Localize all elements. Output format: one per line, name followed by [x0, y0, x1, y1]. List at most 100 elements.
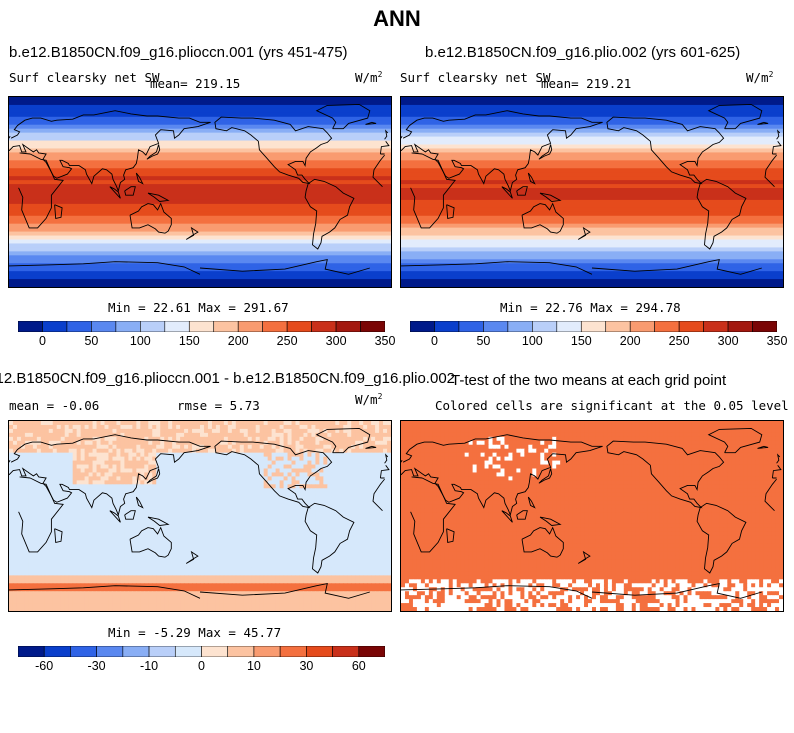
- field-cell: [16, 468, 22, 473]
- field-cell: [132, 599, 137, 604]
- field-cell: [263, 488, 269, 493]
- field-cell: [124, 607, 129, 611]
- field-cell: [247, 500, 253, 505]
- field-cell: [92, 527, 98, 533]
- field-cell: [247, 535, 253, 541]
- field-cell: [16, 476, 22, 481]
- field-cell: [267, 587, 273, 592]
- field-cell: [156, 599, 161, 604]
- field-cell: [283, 432, 289, 438]
- field-cell: [287, 464, 293, 469]
- field-cell: [307, 603, 312, 608]
- field-cell: [387, 579, 391, 584]
- field-cell: [267, 603, 273, 608]
- field-cell: [180, 421, 185, 426]
- field-cell: [132, 523, 137, 529]
- field-cell: [184, 575, 189, 580]
- field-band: [9, 207, 391, 213]
- field-band: [9, 148, 391, 154]
- field-cell: [351, 567, 356, 572]
- field-cell: [367, 456, 372, 462]
- field-cell: [64, 543, 70, 549]
- field-cell: [259, 512, 265, 517]
- field-cell: [239, 531, 245, 537]
- field-cell: [359, 583, 364, 588]
- field-cell: [16, 595, 22, 600]
- field-cell: [64, 551, 70, 557]
- field-cell: [56, 563, 62, 568]
- field-cell: [287, 563, 293, 568]
- field-cell: [28, 607, 34, 611]
- field-cell: [148, 464, 153, 469]
- field-cell: [160, 452, 165, 458]
- field-cell: [291, 591, 296, 596]
- field-cell: [283, 428, 289, 434]
- field-cell: [263, 472, 269, 477]
- field-cell: [375, 591, 380, 596]
- field-cell: [335, 512, 340, 517]
- field-cell: [144, 583, 149, 588]
- field-cell: [148, 440, 153, 446]
- field-cell: [96, 591, 102, 596]
- field-cell: [120, 607, 125, 611]
- field-cell: [363, 531, 368, 537]
- field-cell: [44, 421, 50, 426]
- field-cell: [267, 464, 273, 469]
- field-cell: [84, 595, 90, 600]
- field-cell: [12, 571, 18, 576]
- field-cell: [319, 583, 324, 588]
- field-cell: [279, 440, 285, 446]
- field-cell: [28, 468, 34, 473]
- field-cell: [355, 492, 360, 497]
- field-cell: [351, 591, 356, 596]
- field-cell: [387, 567, 391, 572]
- field-cell: [52, 488, 58, 493]
- field-cell: [40, 421, 46, 426]
- field-cell: [104, 539, 109, 545]
- field-cell: [196, 527, 201, 533]
- field-cell: [375, 567, 380, 572]
- field-cell: [428, 424, 434, 430]
- field-cell: [12, 567, 18, 572]
- field-cell: [76, 607, 82, 611]
- field-cell: [80, 527, 86, 533]
- field-cell: [299, 448, 304, 454]
- field-cell: [223, 535, 229, 541]
- field-cell: [72, 464, 78, 469]
- field-cell: [335, 591, 340, 596]
- field-cell: [355, 516, 360, 521]
- field-cell: [20, 607, 26, 611]
- field-cell: [124, 535, 129, 541]
- field-cell: [203, 496, 209, 501]
- field-band: [9, 267, 391, 272]
- field-cell: [24, 492, 30, 497]
- field-cell: [44, 531, 50, 537]
- field-cell: [243, 579, 249, 584]
- field-cell: [164, 492, 169, 497]
- field-cell: [383, 456, 388, 462]
- field-cell: [307, 436, 312, 442]
- field-cell: [371, 476, 376, 481]
- field-cell: [140, 567, 145, 572]
- field-cell: [331, 488, 336, 493]
- field-cell: [196, 508, 201, 513]
- field-cell: [303, 527, 308, 533]
- field-cell: [347, 496, 352, 501]
- field-cell: [32, 516, 38, 521]
- field-cell: [303, 543, 308, 549]
- field-cell: [375, 492, 380, 497]
- field-cell: [156, 508, 161, 513]
- field-cell: [168, 531, 173, 537]
- field-cell: [363, 432, 368, 438]
- field-cell: [223, 607, 229, 611]
- field-band: [401, 192, 783, 197]
- field-cell: [367, 472, 372, 477]
- field-cell: [343, 603, 348, 608]
- field-cell: [291, 464, 296, 469]
- field-cell: [307, 421, 312, 426]
- field-cell: [203, 535, 209, 541]
- field-cell: [80, 512, 86, 517]
- field-cell: [24, 563, 30, 568]
- field-cell: [12, 563, 18, 568]
- field-cell: [180, 563, 185, 568]
